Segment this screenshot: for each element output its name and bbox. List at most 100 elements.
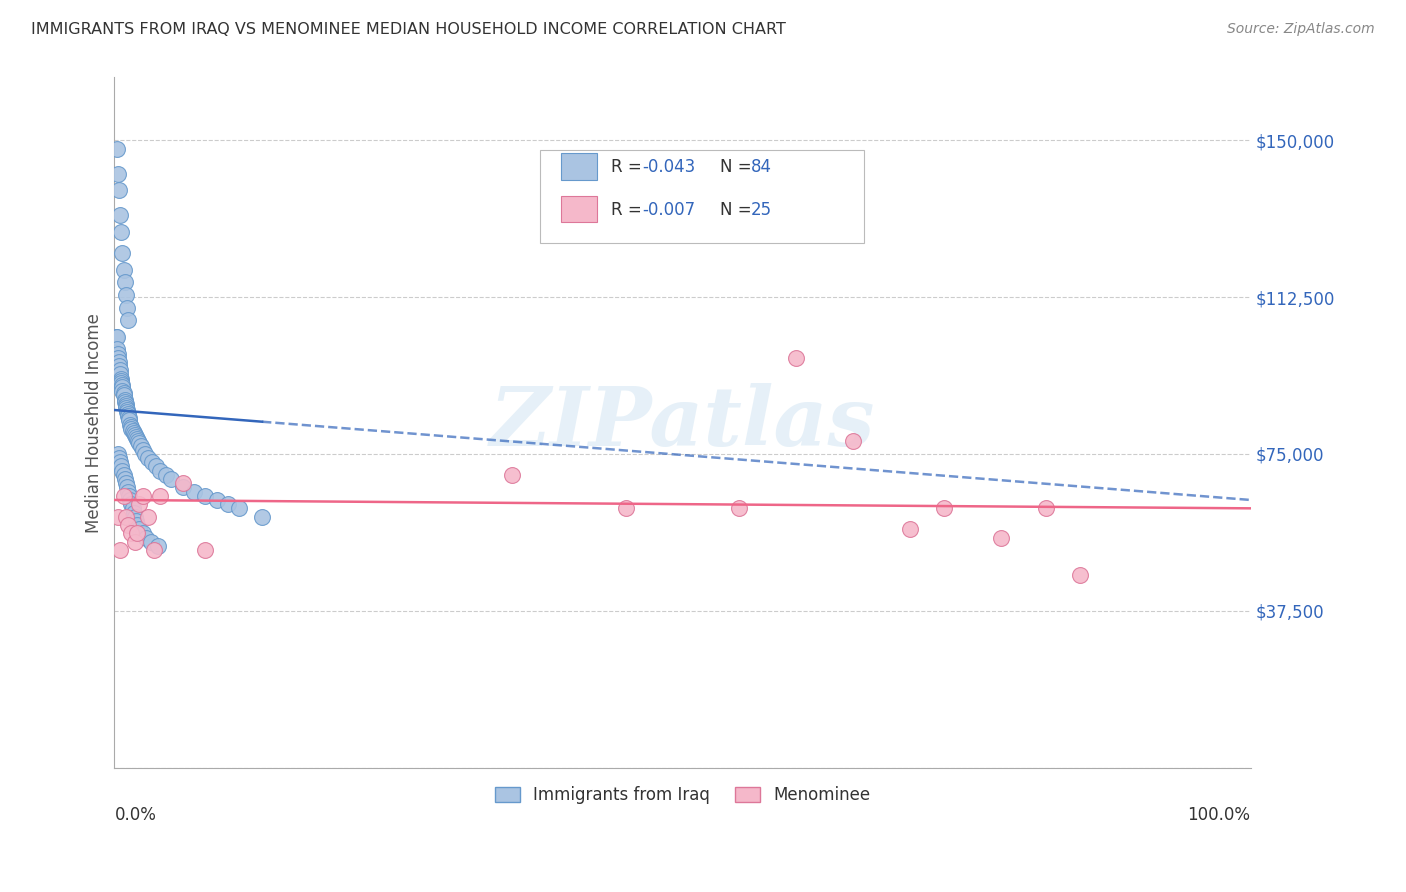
Point [128, 497, 150, 511]
Point [990, 531, 1012, 545]
Point [112, 388, 135, 402]
Point [124, 509, 146, 524]
Text: ZIPatlas: ZIPatlas [489, 383, 875, 463]
Point [114, 394, 136, 409]
Point [110, 374, 132, 388]
Point [127, 526, 149, 541]
Point [127, 518, 149, 533]
Point [143, 543, 166, 558]
Point [614, 501, 637, 516]
Point [114, 476, 136, 491]
Point [111, 380, 134, 394]
Point [108, 368, 131, 382]
Point [107, 447, 129, 461]
Point [112, 489, 135, 503]
Point [124, 534, 146, 549]
Point [117, 518, 139, 533]
Text: R =: R = [610, 158, 647, 177]
Point [120, 419, 142, 434]
Point [115, 405, 138, 419]
Point [1069, 568, 1091, 582]
Text: R =: R = [610, 201, 647, 219]
Point [127, 434, 149, 449]
Point [110, 225, 132, 239]
Point [728, 501, 751, 516]
Point [183, 484, 205, 499]
Point [110, 459, 132, 474]
Point [115, 301, 138, 315]
Point [107, 346, 129, 360]
Text: IMMIGRANTS FROM IRAQ VS MENOMINEE MEDIAN HOUSEHOLD INCOME CORRELATION CHART: IMMIGRANTS FROM IRAQ VS MENOMINEE MEDIAN… [31, 22, 786, 37]
Point [501, 467, 523, 482]
Point [120, 497, 142, 511]
Point [134, 447, 156, 461]
Point [149, 464, 172, 478]
Point [114, 399, 136, 413]
Point [132, 442, 155, 457]
Point [118, 413, 141, 427]
FancyBboxPatch shape [561, 196, 598, 222]
Point [120, 417, 142, 432]
Point [138, 451, 160, 466]
Point [172, 476, 194, 491]
Point [228, 501, 250, 516]
Point [129, 439, 152, 453]
Point [117, 407, 139, 421]
Text: -0.007: -0.007 [643, 201, 696, 219]
Point [105, 330, 128, 344]
Point [124, 428, 146, 442]
Point [110, 371, 132, 385]
Point [135, 531, 157, 545]
Point [194, 489, 217, 503]
Point [108, 455, 131, 469]
Point [114, 276, 136, 290]
Point [122, 425, 145, 440]
Point [107, 509, 129, 524]
Text: 84: 84 [751, 158, 772, 177]
Point [121, 501, 143, 516]
Point [108, 363, 131, 377]
Point [114, 392, 136, 407]
Point [112, 467, 135, 482]
Point [138, 509, 160, 524]
Point [110, 376, 132, 390]
Point [114, 401, 136, 415]
Point [1035, 501, 1057, 516]
Text: N =: N = [720, 201, 756, 219]
Point [132, 526, 155, 541]
Point [125, 514, 148, 528]
FancyBboxPatch shape [561, 153, 598, 179]
Point [141, 455, 163, 469]
Point [932, 501, 955, 516]
Point [217, 497, 239, 511]
Point [108, 355, 131, 369]
Point [108, 451, 131, 466]
Point [145, 459, 167, 474]
Text: 100.0%: 100.0% [1188, 805, 1250, 823]
Point [117, 484, 139, 499]
Point [172, 480, 194, 494]
Text: Source: ZipAtlas.com: Source: ZipAtlas.com [1227, 22, 1375, 37]
Point [121, 424, 143, 438]
Point [108, 183, 131, 197]
Point [149, 489, 172, 503]
Point [842, 434, 865, 449]
Point [107, 167, 129, 181]
Y-axis label: Median Household Income: Median Household Income [86, 312, 103, 533]
Point [104, 330, 127, 344]
Point [108, 209, 131, 223]
Text: -0.043: -0.043 [643, 158, 696, 177]
Point [139, 534, 162, 549]
Point [105, 343, 128, 357]
Point [122, 506, 145, 520]
Point [114, 288, 136, 302]
Point [111, 378, 134, 392]
Point [118, 489, 141, 503]
Text: 25: 25 [751, 201, 772, 219]
Point [132, 489, 155, 503]
Point [114, 397, 136, 411]
Point [108, 543, 131, 558]
Point [115, 480, 138, 494]
Point [128, 436, 150, 450]
Point [250, 509, 273, 524]
